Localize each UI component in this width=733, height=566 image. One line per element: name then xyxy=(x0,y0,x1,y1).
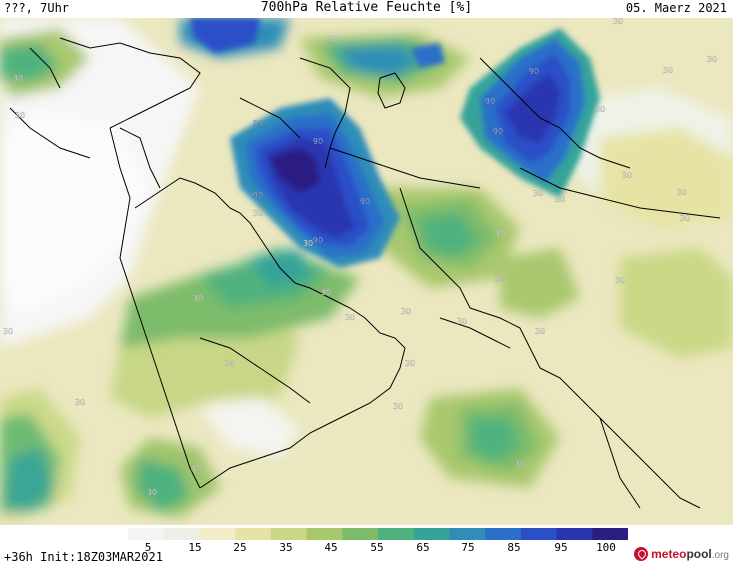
contour-label: 30 xyxy=(495,274,505,283)
colorbar-segment xyxy=(378,528,415,540)
valid-date: 05. Maerz 2021 xyxy=(625,1,727,15)
contour-label: 90 xyxy=(529,67,539,76)
colorbar-segment xyxy=(163,528,200,540)
colorbar-segment xyxy=(556,528,593,540)
contour-label: 30 xyxy=(13,74,23,83)
colorbar-tick-label: 55 xyxy=(370,541,384,554)
colorbar-tick-label: 75 xyxy=(461,541,475,554)
contour-label: 30 xyxy=(677,188,687,197)
colorbar-tick-label: 15 xyxy=(188,541,202,554)
contour-label: 30 xyxy=(225,359,235,368)
colorbar-segment xyxy=(520,528,558,540)
colorbar-tick-label: 100 xyxy=(596,541,616,554)
colorbar-tick-label: 35 xyxy=(279,541,293,554)
contour-label: 30 xyxy=(515,460,525,469)
colorbar-segment xyxy=(128,528,165,540)
contour-label: 30 xyxy=(193,294,203,303)
contour-label: 30 xyxy=(680,214,690,223)
humidity-field xyxy=(0,18,733,518)
contour-label: 90 xyxy=(360,197,370,206)
contour-label: 30 xyxy=(613,18,623,26)
colorbar-segment xyxy=(235,528,272,540)
colorbar-arrow xyxy=(616,528,628,540)
contour-label: 30 xyxy=(663,66,673,75)
map-pin-icon xyxy=(634,547,649,561)
contour-label: 30 xyxy=(401,307,411,316)
contour-label: 30 xyxy=(3,327,13,336)
contour-label: 30 xyxy=(321,288,331,297)
meteopool-logo[interactable]: meteopool.org xyxy=(634,545,729,563)
contour-label: 90 xyxy=(313,137,323,146)
contour-label: 30 xyxy=(615,276,625,285)
colorbar-tick-label: 85 xyxy=(507,541,521,554)
humidity-map: 30 30 30 30 30 30 30 30 30 30 30 30 30 30 30 30 30 30 30 30… xyxy=(0,18,733,525)
colorbar-tick-label: 65 xyxy=(416,541,430,554)
contour-label: 30 xyxy=(707,55,717,64)
contour-label: 30 xyxy=(495,229,505,238)
colorbar-segment xyxy=(342,528,379,540)
colorbar-segment xyxy=(413,528,450,540)
coastlines xyxy=(9,37,721,509)
colorbar-segment xyxy=(449,528,486,540)
contour-label: 30 xyxy=(595,105,605,114)
colorbar xyxy=(128,528,628,540)
contour-label: 90 xyxy=(253,119,263,128)
contour-label: 30 xyxy=(253,209,263,218)
contour-label: 30 xyxy=(191,464,201,473)
colorbar-tick-label: 45 xyxy=(324,541,338,554)
valid-day-label: ???, 7Uhr xyxy=(4,1,70,15)
colorbar-tick-label: 5 xyxy=(144,541,152,554)
contour-label: 30 xyxy=(329,35,339,44)
contour-label: 30 xyxy=(622,171,632,180)
colorbar-segment xyxy=(199,528,236,540)
contour-label: 30 xyxy=(393,402,403,411)
contour-label: 90 xyxy=(253,191,263,200)
contour-label: 30 xyxy=(555,195,565,204)
colorbar-segment xyxy=(485,528,522,540)
contour-label: 30 xyxy=(457,317,467,326)
colorbar-segment xyxy=(270,528,308,540)
colorbar-segment xyxy=(306,528,343,540)
contour-label: 90 xyxy=(485,97,495,106)
contour-label: 30 xyxy=(15,111,25,120)
contour-label: 90 xyxy=(313,236,323,245)
contour-labels: 30 30 30 30 30 30 30 30 30 30 30 30 30 30 30 30 30 30 30 30… xyxy=(3,18,717,497)
contour-label: 30 xyxy=(535,327,545,336)
contour-label: 30 xyxy=(75,398,85,407)
contour-label: 90 xyxy=(493,127,503,136)
map-title: 700hPa Relative Feuchte [%] xyxy=(260,0,473,15)
contour-label: 30 xyxy=(405,359,415,368)
contour-label: 30 xyxy=(303,239,313,248)
contour-label: 30 xyxy=(345,313,355,322)
model-run-info: +36h Init:18Z03MAR2021 xyxy=(4,550,163,564)
colorbar-tick-label: 95 xyxy=(554,541,568,554)
colorbar-tick-label: 25 xyxy=(233,541,247,554)
contour-label: 30 xyxy=(533,189,543,198)
logo-text: meteopool.org xyxy=(651,547,729,561)
contour-label: 30 xyxy=(147,488,157,497)
